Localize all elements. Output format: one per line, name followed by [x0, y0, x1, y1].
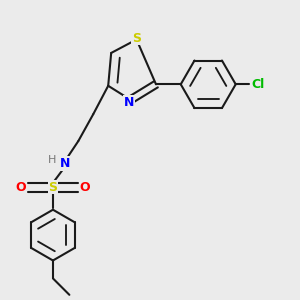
Text: H: H — [48, 155, 56, 165]
Text: N: N — [60, 157, 70, 170]
Text: S: S — [49, 181, 58, 194]
Text: O: O — [16, 181, 26, 194]
Text: Cl: Cl — [251, 78, 265, 91]
Text: S: S — [132, 32, 141, 44]
Text: O: O — [80, 181, 90, 194]
Text: N: N — [124, 96, 134, 109]
